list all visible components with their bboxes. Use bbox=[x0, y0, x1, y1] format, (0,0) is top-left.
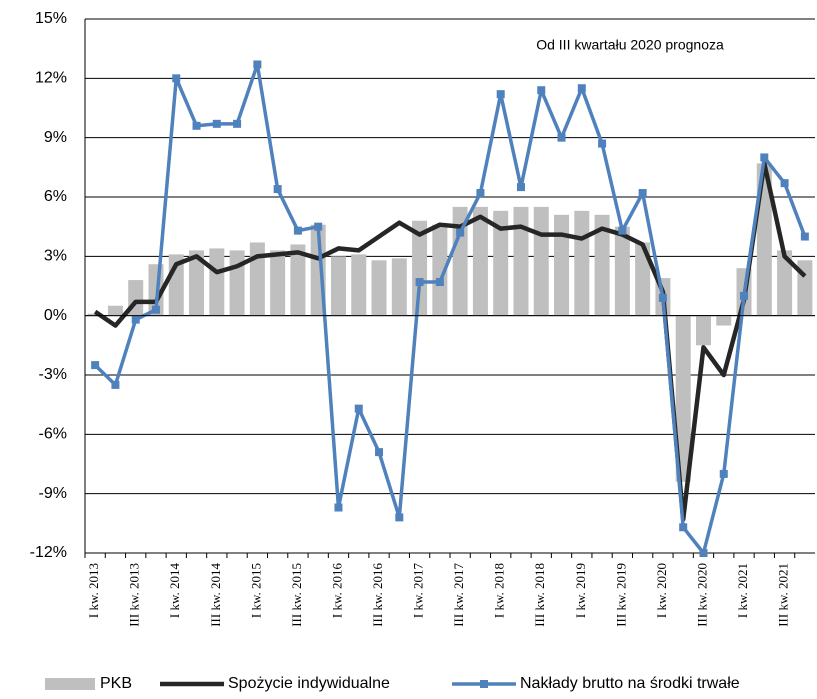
marker bbox=[658, 293, 667, 302]
marker bbox=[557, 133, 566, 142]
marker bbox=[395, 513, 404, 522]
x-tick-label: I kw. 2014 bbox=[167, 563, 182, 619]
x-tick-label: III kw. 2020 bbox=[694, 563, 709, 627]
x-tick-label: I kw. 2018 bbox=[492, 563, 507, 618]
y-tick-label: -3% bbox=[39, 366, 67, 383]
x-tick-label: III kw. 2014 bbox=[208, 563, 223, 627]
bar bbox=[777, 250, 793, 316]
x-tick-label: III kw. 2019 bbox=[613, 563, 628, 627]
marker bbox=[476, 189, 485, 198]
y-tick-label: 0% bbox=[44, 307, 67, 324]
bar bbox=[675, 315, 691, 482]
legend-label: Nakłady brutto na środki trwałe bbox=[520, 675, 740, 692]
annotation: Od III kwartału 2020 prognoza bbox=[536, 37, 724, 53]
bar bbox=[290, 244, 306, 316]
bar bbox=[533, 206, 549, 316]
x-tick-label: I kw. 2019 bbox=[573, 563, 588, 618]
bar bbox=[270, 250, 286, 316]
bar bbox=[209, 248, 225, 316]
y-tick-label: 6% bbox=[44, 188, 67, 205]
bar bbox=[87, 313, 103, 316]
y-tick-label: -9% bbox=[39, 485, 67, 502]
marker bbox=[375, 448, 384, 457]
marker bbox=[415, 278, 424, 287]
bar bbox=[472, 206, 488, 316]
marker bbox=[212, 119, 221, 128]
bar bbox=[695, 315, 711, 346]
marker bbox=[111, 380, 120, 389]
marker bbox=[699, 549, 708, 557]
bar bbox=[432, 224, 448, 316]
bar bbox=[229, 250, 245, 316]
x-tick-label: I kw. 2020 bbox=[654, 563, 669, 618]
y-tick-label: 15% bbox=[35, 10, 67, 27]
marker bbox=[354, 404, 363, 413]
y-tick-label: 3% bbox=[44, 248, 67, 265]
bar bbox=[513, 206, 529, 316]
bar bbox=[412, 220, 428, 316]
marker bbox=[456, 228, 465, 237]
bar bbox=[635, 242, 651, 316]
legend-label: Spożycie indywidualne bbox=[228, 675, 390, 692]
marker bbox=[233, 119, 242, 128]
marker bbox=[679, 523, 688, 532]
y-tick-label: 12% bbox=[35, 70, 67, 87]
bar bbox=[716, 315, 732, 326]
x-tick-label: I kw. 2017 bbox=[411, 563, 426, 619]
marker bbox=[151, 305, 160, 314]
x-tick-label: III kw. 2018 bbox=[532, 563, 547, 627]
marker bbox=[598, 139, 607, 148]
bar bbox=[391, 258, 407, 316]
marker bbox=[496, 90, 505, 99]
bar bbox=[594, 214, 610, 316]
x-tick-label: I kw. 2013 bbox=[86, 563, 101, 618]
bar bbox=[189, 250, 205, 316]
marker bbox=[131, 315, 140, 324]
marker bbox=[760, 153, 769, 162]
marker bbox=[435, 278, 444, 287]
marker bbox=[91, 361, 100, 370]
bar bbox=[249, 242, 265, 316]
bar bbox=[330, 256, 346, 316]
marker bbox=[740, 291, 749, 300]
marker bbox=[719, 469, 728, 478]
y-tick-label: -6% bbox=[39, 426, 67, 443]
legend-swatch bbox=[45, 678, 95, 690]
x-tick-label: I kw. 2021 bbox=[735, 563, 750, 618]
marker bbox=[800, 232, 809, 241]
x-tick-label: III kw. 2021 bbox=[776, 563, 791, 627]
bar bbox=[574, 210, 590, 316]
marker bbox=[253, 60, 262, 69]
marker bbox=[334, 503, 343, 512]
bar bbox=[371, 260, 387, 316]
line bbox=[93, 161, 807, 522]
marker bbox=[516, 183, 525, 192]
x-tick-label: III kw. 2017 bbox=[451, 563, 466, 627]
marker bbox=[293, 226, 302, 235]
marker bbox=[618, 226, 627, 235]
x-tick-label: III kw. 2016 bbox=[370, 563, 385, 627]
x-tick-label: I kw. 2016 bbox=[329, 563, 344, 619]
legend-label: PKB bbox=[100, 675, 132, 692]
marker bbox=[638, 189, 647, 198]
bar bbox=[614, 226, 630, 316]
bar bbox=[107, 305, 123, 316]
bar bbox=[554, 214, 570, 316]
marker bbox=[273, 185, 282, 194]
bar bbox=[351, 254, 367, 316]
x-tick-label: III kw. 2013 bbox=[127, 563, 142, 627]
marker bbox=[172, 74, 181, 83]
y-tick-label: 9% bbox=[44, 129, 67, 146]
bar bbox=[493, 210, 509, 316]
x-tick-label: I kw. 2015 bbox=[248, 563, 263, 618]
marker bbox=[780, 179, 789, 188]
marker bbox=[314, 222, 323, 231]
y-tick-label: -12% bbox=[30, 544, 67, 561]
marker bbox=[192, 121, 201, 130]
marker bbox=[577, 84, 586, 93]
marker bbox=[537, 86, 546, 95]
x-tick-label: III kw. 2015 bbox=[289, 563, 304, 627]
legend-marker bbox=[480, 680, 488, 688]
